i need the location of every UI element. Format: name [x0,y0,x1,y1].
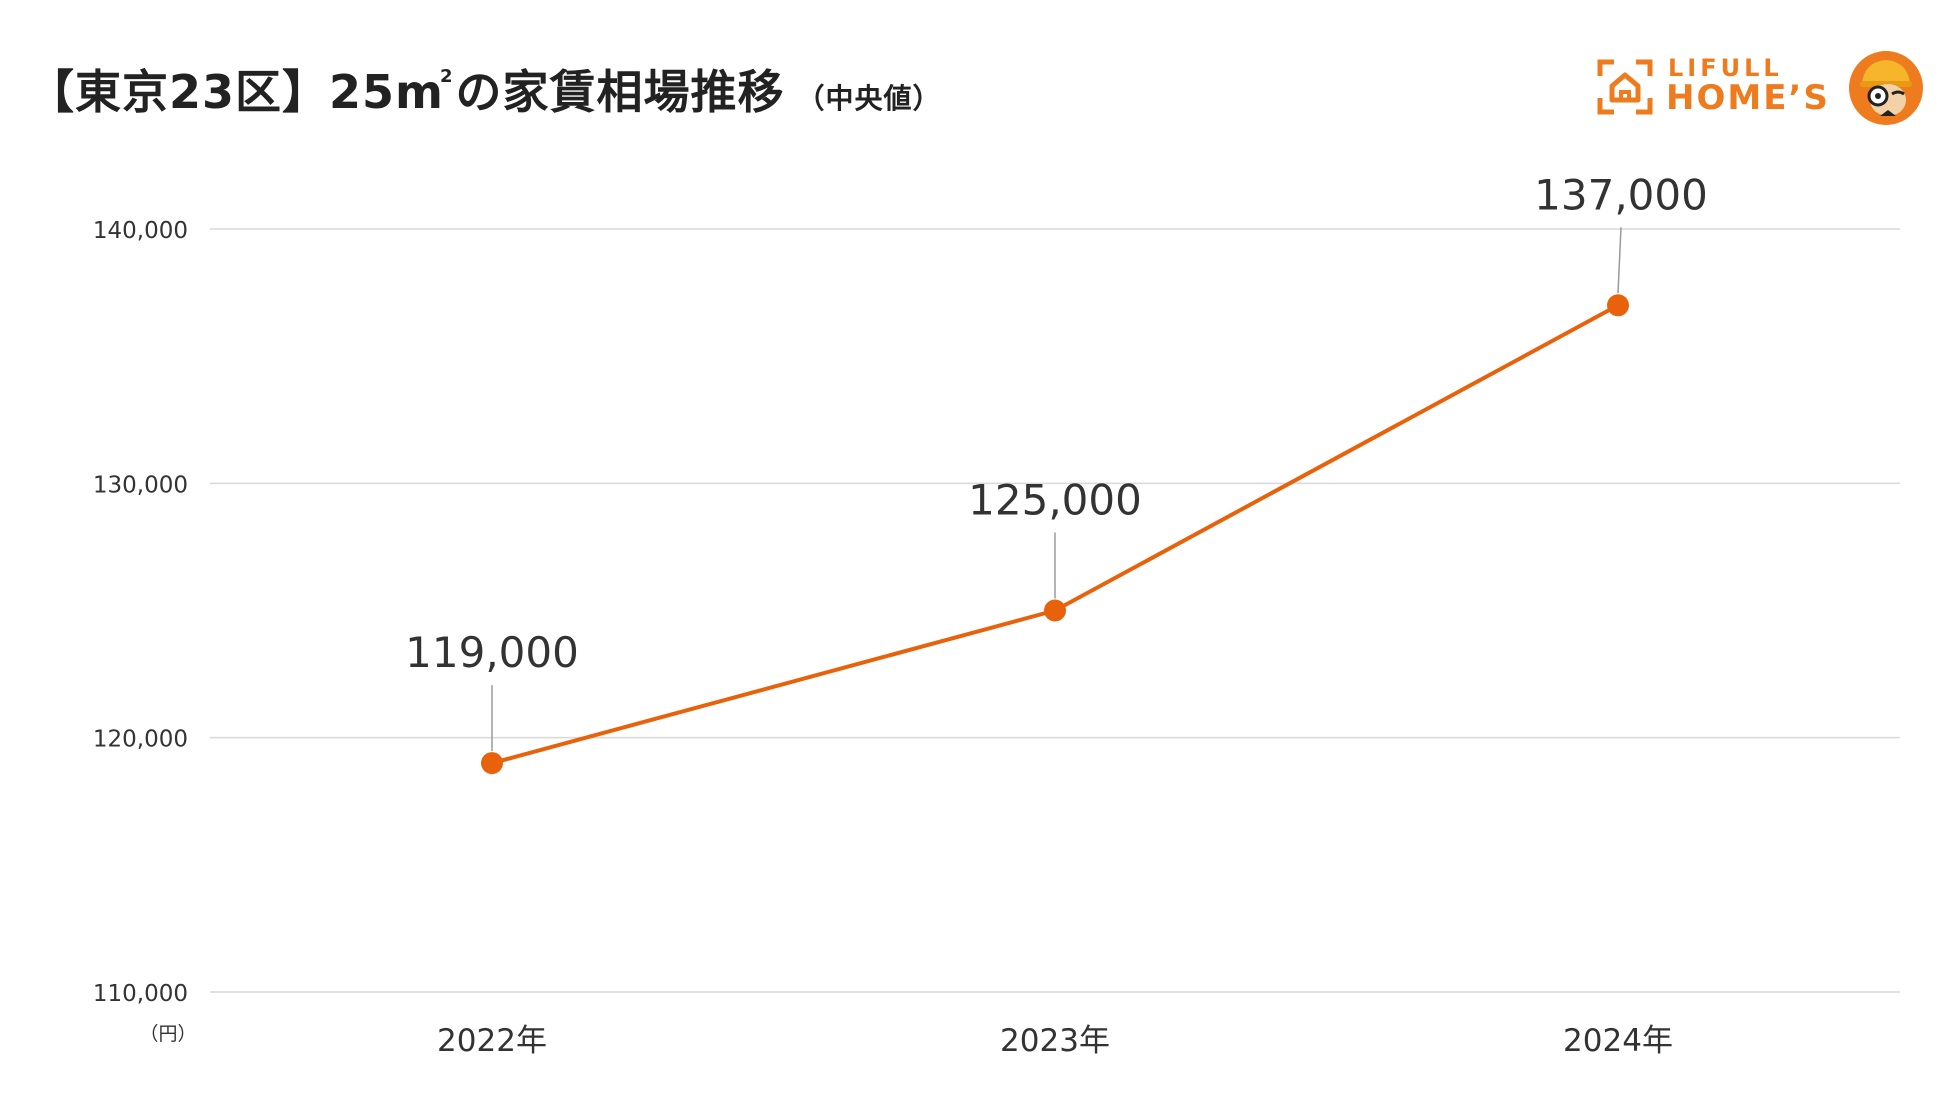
data-label-leader [1617,227,1622,294]
x-tick-label: 2023年 [1000,1023,1110,1059]
title-superscript: 2 [439,66,454,87]
brand-logo: LIFULL HOME’S [1596,50,1926,130]
x-tick-label: 2024年 [1563,1023,1673,1059]
y-tick-label: 130,000 [93,472,188,498]
data-label: 125,000 [968,476,1142,525]
y-axis-ticks: 110,000 120,000 130,000 140,000 [93,218,188,1007]
y-tick-label: 140,000 [93,218,188,244]
data-point [1044,599,1066,622]
mascot-icon [1849,51,1923,125]
y-axis-unit: （円） [139,1023,196,1045]
page-title: 【東京23区】25m2の家賃相場推移 （中央値） [28,56,942,122]
logo-brand-top: LIFULL [1668,54,1783,82]
title-main-b: の家賃相場推移 [455,65,785,119]
y-tick-label: 110,000 [93,981,188,1007]
data-label: 119,000 [405,628,579,677]
title-main-a: 【東京23区】25m [28,65,444,119]
logo-brand-main: HOME’S [1666,78,1830,118]
data-point [1607,294,1629,317]
y-tick-label: 120,000 [93,727,188,753]
series-line-group [481,294,1629,775]
house-frame-icon [1597,59,1653,115]
data-label: 137,000 [1534,170,1708,219]
x-axis-ticks: 2022年 2023年 2024年 [437,1023,1673,1059]
data-point [481,752,503,775]
data-labels: 119,000 125,000 137,000 [405,170,1708,677]
title-subtitle: （中央値） [796,82,942,115]
x-tick-label: 2022年 [437,1023,547,1059]
data-label-leaders [491,227,1622,752]
